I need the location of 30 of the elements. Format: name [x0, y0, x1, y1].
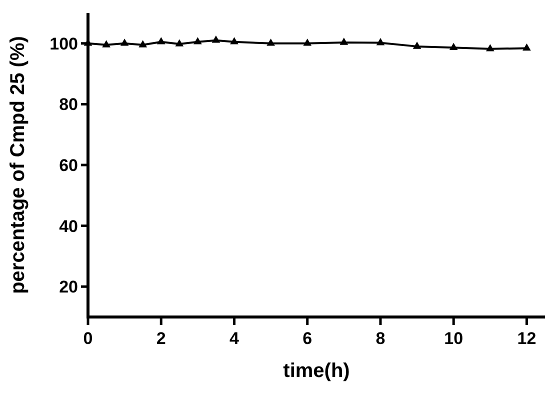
point — [175, 39, 184, 46]
y-tick-label: 80 — [59, 95, 78, 114]
y-tick-label: 20 — [59, 278, 78, 297]
y-axis-title: percentage of Cmpd 25 (%) — [7, 36, 29, 294]
x-tick-label: 8 — [376, 329, 386, 348]
point — [522, 43, 531, 51]
point — [138, 40, 147, 48]
point — [120, 38, 129, 46]
point — [486, 44, 494, 52]
x-tick-label: 0 — [83, 329, 93, 348]
x-tick-label: 10 — [444, 329, 464, 348]
x-tick-label: 2 — [156, 329, 166, 348]
y-tick-label: 40 — [59, 216, 78, 236]
y-tick-label: 60 — [59, 156, 78, 175]
point — [303, 38, 312, 46]
x-tick-label: 4 — [230, 329, 240, 348]
point — [376, 38, 385, 46]
point — [449, 42, 458, 50]
x-axis-title: time(h) — [283, 360, 350, 382]
x-tick-label: 6 — [302, 329, 312, 348]
point — [212, 36, 220, 43]
point — [412, 42, 422, 49]
y-tick-label: 100 — [50, 34, 78, 54]
point — [340, 38, 348, 45]
point — [156, 37, 166, 44]
point — [266, 38, 275, 46]
point — [230, 37, 238, 44]
point — [102, 40, 110, 48]
x-tick-label: 12 — [517, 329, 536, 348]
point — [194, 37, 202, 44]
